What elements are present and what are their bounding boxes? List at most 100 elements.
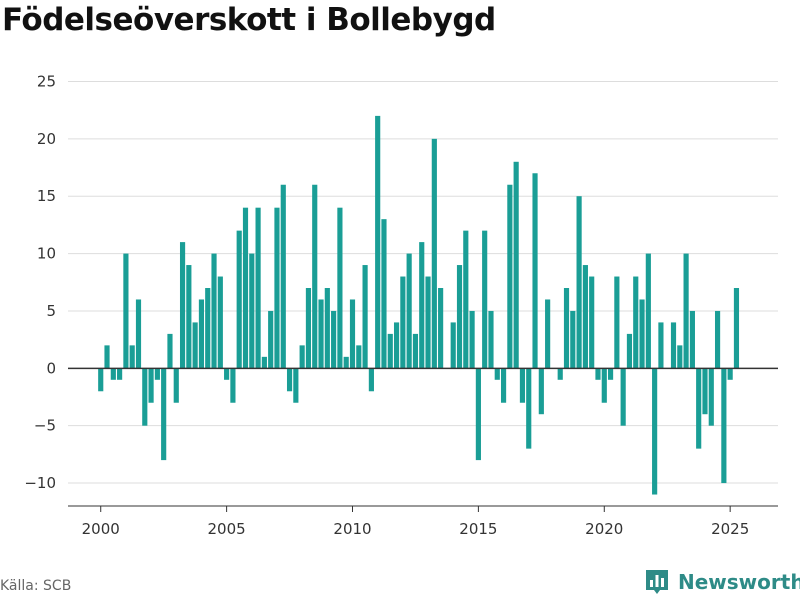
bar: [142, 368, 148, 426]
bar: [721, 368, 727, 484]
bar: [595, 368, 601, 380]
bar: [482, 230, 488, 369]
bar: [154, 368, 160, 380]
bar: [614, 276, 620, 369]
bar: [230, 368, 236, 403]
bar: [324, 288, 330, 369]
bar: [607, 368, 614, 380]
bar: [173, 368, 179, 403]
source-note: Källa: SCB: [0, 578, 72, 594]
bar: [205, 288, 211, 369]
bar: [104, 345, 110, 369]
bar: [123, 253, 129, 369]
bar: [633, 276, 639, 369]
bar: [620, 368, 626, 426]
bar: [318, 299, 324, 369]
bar: [626, 333, 633, 369]
bar: [601, 368, 607, 403]
bar: [519, 368, 526, 403]
bar: [733, 288, 740, 369]
bar: [696, 368, 702, 449]
bars: [98, 115, 740, 495]
bar: [274, 207, 280, 369]
bar: [186, 265, 192, 369]
bar: [689, 310, 695, 369]
bar: [576, 196, 582, 369]
bar: [500, 368, 507, 403]
y-tick-label: −10: [24, 474, 56, 492]
bar: [362, 265, 368, 369]
bar: [148, 368, 154, 403]
bar: [419, 242, 425, 369]
bar: [179, 242, 186, 369]
bar: [110, 368, 116, 380]
y-tick-label: 0: [46, 359, 56, 377]
bar: [249, 253, 255, 369]
bar: [387, 333, 393, 369]
bar: [217, 276, 223, 369]
x-tick-label: 2005: [208, 520, 246, 538]
bar: [708, 368, 714, 426]
bar: [645, 253, 651, 369]
bar: [456, 265, 463, 369]
bar: [570, 310, 576, 369]
bar: [545, 299, 551, 369]
bar: [406, 253, 412, 369]
bar: [381, 219, 387, 369]
bar: [425, 276, 431, 369]
bar: [135, 299, 142, 369]
bar: [507, 184, 513, 369]
bar: [293, 368, 299, 403]
bar: [526, 368, 532, 449]
bar: [236, 230, 242, 369]
bar: [261, 356, 267, 369]
bar: [211, 253, 217, 369]
y-tick-label: 20: [37, 130, 56, 148]
bar: [299, 345, 305, 369]
bar: [255, 207, 261, 369]
bar: [538, 368, 544, 415]
bar: [117, 368, 123, 380]
bar: [167, 333, 173, 369]
y-tick-label: 10: [37, 245, 56, 263]
bar: [280, 184, 286, 369]
bar: [532, 173, 538, 369]
brand-name: Newsworthy: [678, 570, 800, 594]
bar: [368, 368, 374, 392]
bar: [224, 368, 230, 380]
bar: [337, 207, 343, 369]
y-tick-label: 25: [37, 72, 56, 90]
bar: [677, 345, 683, 369]
bar: [305, 288, 312, 369]
bar: [412, 333, 419, 369]
x-tick-label: 2010: [333, 520, 371, 538]
brand-logo[interactable]: Newsworthy: [644, 568, 800, 596]
y-tick-label: 5: [46, 302, 56, 320]
bar: [400, 276, 406, 369]
bar: [375, 115, 381, 369]
bar: [450, 322, 456, 369]
bar: [98, 368, 104, 392]
x-tick-label: 2000: [82, 520, 120, 538]
bar: [198, 299, 205, 369]
bar: [242, 207, 249, 369]
bar: [589, 276, 595, 369]
bar: [714, 310, 721, 369]
bar: [343, 356, 349, 369]
bar: [475, 368, 481, 461]
bar: [286, 368, 293, 392]
bar: [488, 310, 494, 369]
bar: [557, 368, 563, 380]
bar: [494, 368, 500, 380]
bar: [431, 138, 437, 369]
bar: [463, 230, 469, 369]
bar: [513, 161, 519, 369]
bar-chart-logo-icon: [646, 570, 668, 594]
bar: [438, 288, 444, 369]
bar: [192, 322, 198, 369]
y-tick-label: 15: [37, 187, 56, 205]
y-tick-label: −5: [34, 417, 56, 435]
bar: [393, 322, 400, 369]
